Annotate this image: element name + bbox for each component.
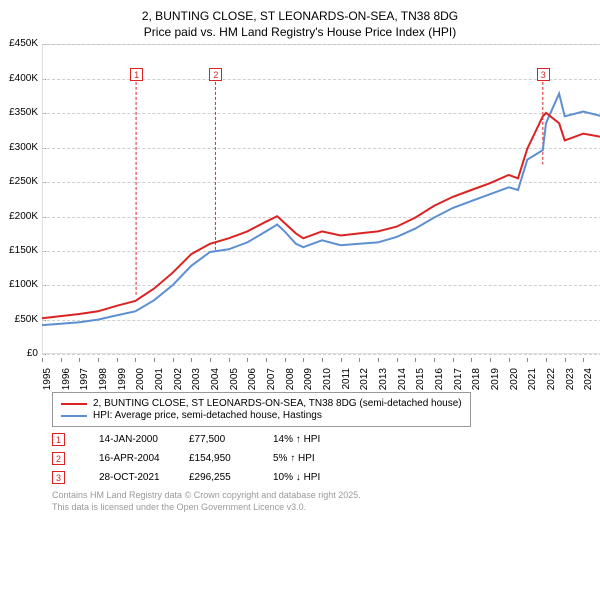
x-tick-label: 2001 [154,368,165,390]
y-tick-label: £450K [9,38,38,49]
x-tick-label: 2013 [378,368,389,390]
x-tick-label: 2021 [527,368,538,390]
y-tick-label: £300K [9,142,38,153]
x-tick-label: 1995 [42,368,53,390]
x-tick-label: 2003 [191,368,202,390]
chart-title: 2, BUNTING CLOSE, ST LEONARDS-ON-SEA, TN… [10,8,590,40]
event-marker: 1 [52,433,65,446]
event-hpi: 5% ↑ HPI [273,453,363,464]
x-tick-label: 2006 [247,368,258,390]
legend-swatch [61,415,87,417]
event-marker: 2 [52,452,65,465]
legend-item: 2, BUNTING CLOSE, ST LEONARDS-ON-SEA, TN… [61,398,462,409]
y-tick-label: £200K [9,211,38,222]
legend-swatch [61,403,87,405]
event-marker: 3 [52,471,65,484]
x-tick-label: 1998 [98,368,109,390]
event-row: 2 16-APR-2004£154,9505% ↑ HPI [52,452,590,465]
y-tick-label: £350K [9,107,38,118]
x-tick-label: 1999 [117,368,128,390]
x-tick-label: 2011 [341,368,352,390]
event-price: £154,950 [189,453,273,464]
event-date: 14-JAN-2000 [99,434,189,445]
y-tick-label: £0 [27,348,38,359]
event-row: 3 28-OCT-2021£296,25510% ↓ HPI [52,471,590,484]
y-tick-label: £400K [9,73,38,84]
event-date: 16-APR-2004 [99,453,189,464]
x-tick-label: 2015 [415,368,426,390]
event-table: 1 14-JAN-2000£77,50014% ↑ HPI 2 16-APR-2004… [52,433,590,484]
event-hpi: 14% ↑ HPI [273,434,363,445]
y-tick-label: £50K [15,314,38,325]
marker-1: 1 [130,68,143,81]
series-hpi [42,94,600,326]
x-tick-label: 1997 [79,368,90,390]
x-tick-label: 1996 [61,368,72,390]
y-tick-label: £250K [9,176,38,187]
y-axis: £0£50K£100K£150K£200K£250K£300K£350K£400… [2,44,42,354]
x-tick-label: 2012 [359,368,370,390]
legend-label: 2, BUNTING CLOSE, ST LEONARDS-ON-SEA, TN… [93,398,462,409]
event-price: £77,500 [189,434,273,445]
event-row: 1 14-JAN-2000£77,50014% ↑ HPI [52,433,590,446]
legend: 2, BUNTING CLOSE, ST LEONARDS-ON-SEA, TN… [52,392,471,427]
x-tick-label: 2018 [471,368,482,390]
x-tick-label: 2009 [303,368,314,390]
event-hpi: 10% ↓ HPI [273,472,363,483]
y-tick-label: £150K [9,245,38,256]
attribution-line2: This data is licensed under the Open Gov… [52,502,590,514]
marker-2: 2 [209,68,222,81]
plot-svg [42,44,600,354]
attribution: Contains HM Land Registry data © Crown c… [52,490,590,513]
x-tick-label: 2002 [173,368,184,390]
x-tick-label: 2007 [266,368,277,390]
title-line1: 2, BUNTING CLOSE, ST LEONARDS-ON-SEA, TN… [10,8,590,24]
chart: £0£50K£100K£150K£200K£250K£300K£350K£400… [42,44,600,354]
x-tick-label: 2005 [229,368,240,390]
series-price_paid [42,113,600,318]
legend-item: HPI: Average price, semi-detached house,… [61,410,462,421]
marker-3: 3 [537,68,550,81]
y-tick-label: £100K [9,279,38,290]
event-price: £296,255 [189,472,273,483]
x-tick-label: 2020 [509,368,520,390]
x-tick-label: 2022 [546,368,557,390]
x-tick-label: 2010 [322,368,333,390]
x-tick-label: 2014 [397,368,408,390]
event-date: 28-OCT-2021 [99,472,189,483]
x-tick-label: 2017 [453,368,464,390]
x-tick-label: 2024 [583,368,594,390]
legend-label: HPI: Average price, semi-detached house,… [93,410,322,421]
x-tick-label: 2023 [565,368,576,390]
x-tick-label: 2019 [490,368,501,390]
attribution-line1: Contains HM Land Registry data © Crown c… [52,490,590,502]
x-tick-label: 2008 [285,368,296,390]
x-tick-label: 2016 [434,368,445,390]
x-tick-label: 2004 [210,368,221,390]
title-line2: Price paid vs. HM Land Registry's House … [10,24,590,40]
x-tick-label: 2000 [135,368,146,390]
